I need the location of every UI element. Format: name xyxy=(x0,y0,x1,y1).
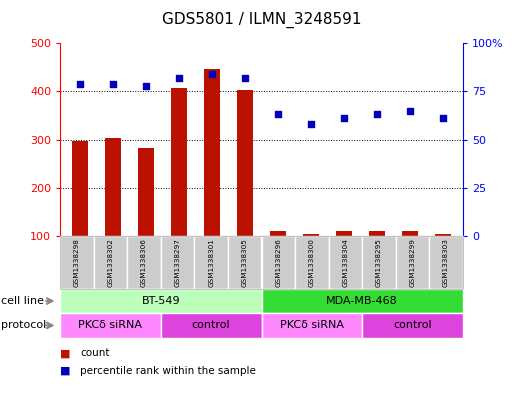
Bar xyxy=(237,90,253,236)
Bar xyxy=(138,148,154,236)
Bar xyxy=(369,231,385,236)
Text: GSM1338299: GSM1338299 xyxy=(410,238,415,287)
Point xyxy=(373,111,381,118)
Text: GSM1338304: GSM1338304 xyxy=(343,238,348,287)
Point xyxy=(439,115,447,121)
Text: BT-549: BT-549 xyxy=(142,296,180,306)
Text: GSM1338295: GSM1338295 xyxy=(376,238,382,287)
Text: GSM1338305: GSM1338305 xyxy=(242,238,248,287)
Text: GSM1338296: GSM1338296 xyxy=(275,238,281,287)
Point xyxy=(109,81,117,87)
Bar xyxy=(303,234,319,236)
Text: PKCδ siRNA: PKCδ siRNA xyxy=(78,320,142,331)
Text: GSM1338297: GSM1338297 xyxy=(175,238,180,287)
Point xyxy=(406,107,414,114)
Text: percentile rank within the sample: percentile rank within the sample xyxy=(80,366,256,376)
Text: GSM1338301: GSM1338301 xyxy=(208,238,214,287)
Bar xyxy=(204,69,220,236)
Text: control: control xyxy=(192,320,231,331)
Text: PKCδ siRNA: PKCδ siRNA xyxy=(280,320,344,331)
Point xyxy=(274,111,282,118)
Bar xyxy=(170,88,187,236)
Text: GSM1338302: GSM1338302 xyxy=(108,238,113,287)
Text: GDS5801 / ILMN_3248591: GDS5801 / ILMN_3248591 xyxy=(162,12,361,28)
Point xyxy=(241,75,249,81)
Text: ■: ■ xyxy=(60,366,71,376)
Bar xyxy=(336,231,353,236)
Text: control: control xyxy=(393,320,432,331)
Point xyxy=(175,75,183,81)
Text: MDA-MB-468: MDA-MB-468 xyxy=(326,296,398,306)
Point xyxy=(208,71,216,77)
Text: GSM1338298: GSM1338298 xyxy=(74,238,80,287)
Text: protocol: protocol xyxy=(1,320,47,331)
Text: GSM1338303: GSM1338303 xyxy=(443,238,449,287)
Point xyxy=(142,83,150,89)
Text: count: count xyxy=(80,348,109,358)
Point xyxy=(340,115,348,121)
Text: cell line: cell line xyxy=(1,296,44,306)
Text: GSM1338300: GSM1338300 xyxy=(309,238,315,287)
Bar xyxy=(72,141,88,236)
Bar xyxy=(105,138,121,236)
Text: ■: ■ xyxy=(60,348,71,358)
Point xyxy=(76,81,84,87)
Point xyxy=(307,121,315,127)
Bar xyxy=(402,231,418,236)
Bar xyxy=(435,234,451,236)
Bar xyxy=(270,231,286,236)
Text: GSM1338306: GSM1338306 xyxy=(141,238,147,287)
